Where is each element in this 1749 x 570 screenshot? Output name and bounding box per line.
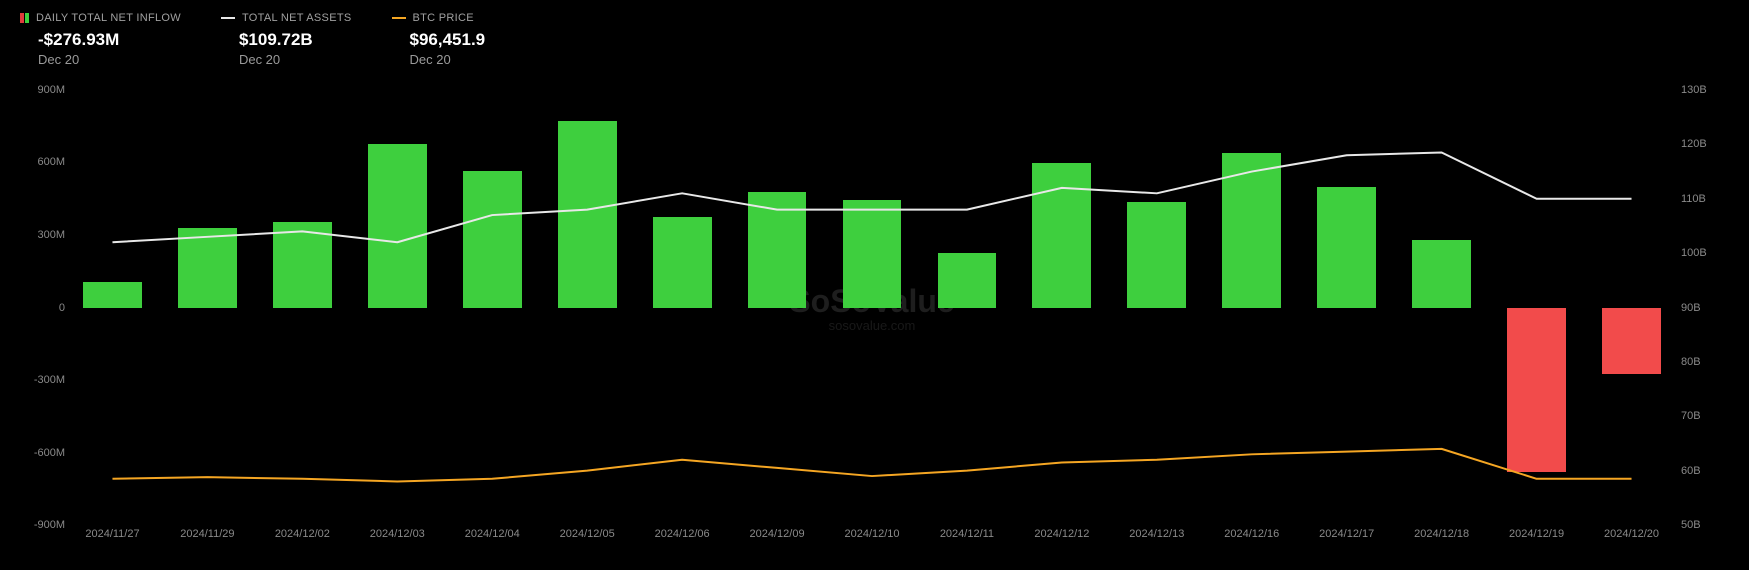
x-tick: 2024/12/06 [655, 528, 710, 540]
x-tick: 2024/12/11 [940, 528, 994, 540]
legend-label: DAILY TOTAL NET INFLOW [36, 12, 181, 24]
legend-label: BTC PRICE [413, 12, 474, 24]
x-tick: 2024/12/05 [560, 528, 615, 540]
legend-date: Dec 20 [410, 52, 486, 67]
x-tick: 2024/12/17 [1319, 528, 1374, 540]
y-tick-right: 110B [1681, 193, 1706, 205]
x-tick: 2024/12/09 [750, 528, 805, 540]
y-tick-right: 90B [1681, 302, 1701, 314]
line-total-net-assets [112, 153, 1631, 243]
y-axis-left: 900M600M300M0-300M-600M-900M [20, 90, 65, 525]
y-tick-right: 120B [1681, 138, 1707, 150]
legend-value: $96,451.9 [410, 30, 486, 50]
x-tick: 2024/12/19 [1509, 528, 1564, 540]
x-tick: 2024/11/29 [180, 528, 234, 540]
legend-item-btc: BTC PRICE $96,451.9 Dec 20 [392, 12, 486, 67]
x-tick: 2024/12/13 [1129, 528, 1184, 540]
y-tick-right: 50B [1681, 519, 1701, 531]
legend-item-assets: TOTAL NET ASSETS $109.72B Dec 20 [221, 12, 352, 67]
x-tick: 2024/12/10 [844, 528, 899, 540]
x-tick: 2024/12/20 [1604, 528, 1659, 540]
x-tick: 2024/12/12 [1034, 528, 1089, 540]
y-axis-right: 130B120B110B100B90B80B70B60B50B [1681, 90, 1731, 525]
x-tick: 2024/11/27 [85, 528, 139, 540]
line-btc-price [112, 449, 1631, 482]
x-tick: 2024/12/03 [370, 528, 425, 540]
y-tick-right: 80B [1681, 356, 1701, 368]
legend-date: Dec 20 [38, 52, 181, 67]
legend-label: TOTAL NET ASSETS [242, 12, 352, 24]
bar-swatch-icon [20, 13, 29, 23]
y-tick-left: -600M [34, 447, 65, 459]
y-tick-right: 130B [1681, 84, 1707, 96]
legend-date: Dec 20 [239, 52, 352, 67]
x-tick: 2024/12/16 [1224, 528, 1279, 540]
y-tick-left: -300M [34, 374, 65, 386]
y-tick-left: 600M [37, 156, 65, 168]
x-tick: 2024/12/04 [465, 528, 520, 540]
x-tick: 2024/12/02 [275, 528, 330, 540]
legend-value: -$276.93M [38, 30, 181, 50]
chart-legend: DAILY TOTAL NET INFLOW -$276.93M Dec 20 … [0, 0, 1749, 67]
legend-item-inflow: DAILY TOTAL NET INFLOW -$276.93M Dec 20 [20, 12, 181, 67]
y-tick-right: 60B [1681, 465, 1701, 477]
x-tick: 2024/12/18 [1414, 528, 1469, 540]
y-tick-left: -900M [34, 519, 65, 531]
y-tick-right: 70B [1681, 410, 1701, 422]
y-tick-right: 100B [1681, 247, 1707, 259]
line-swatch-icon [392, 17, 406, 19]
y-tick-left: 900M [37, 84, 65, 96]
y-tick-left: 300M [37, 229, 65, 241]
chart-plot-area: SoSoValue sosovalue.com [65, 90, 1679, 525]
line-swatch-icon [221, 17, 235, 19]
lines-layer [65, 90, 1679, 525]
legend-value: $109.72B [239, 30, 352, 50]
x-axis: 2024/11/27 2024/11/29 2024/12/02 2024/12/03… [65, 528, 1679, 558]
